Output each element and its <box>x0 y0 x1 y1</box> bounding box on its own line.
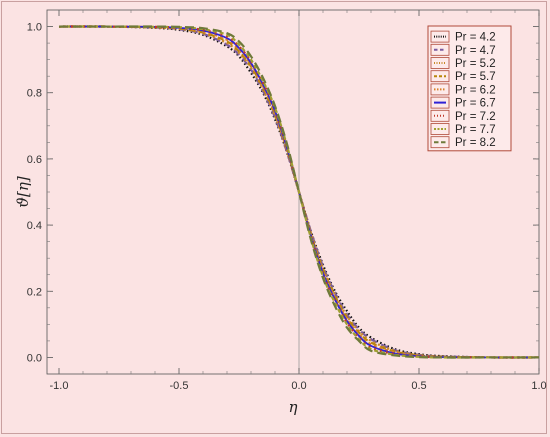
x-tick-label: 0.0 <box>291 380 306 392</box>
x-tick-label: -0.5 <box>170 380 189 392</box>
legend-label-5: Pr = 6.2 <box>455 84 496 96</box>
x-tick-label: 1.0 <box>531 380 546 392</box>
x-axis-title: η <box>289 398 298 416</box>
y-tick-label: 0.4 <box>27 220 42 232</box>
x-tick-label: 0.5 <box>411 380 426 392</box>
legend-label-1: Pr = 4.2 <box>455 32 496 44</box>
series-group <box>58 25 540 359</box>
legend-swatch-box <box>430 136 450 149</box>
legend-swatch-box <box>430 83 450 96</box>
series-line-8 <box>58 25 540 359</box>
y-tick-label: 0.0 <box>27 352 42 364</box>
y-tick-label: 0.8 <box>27 88 42 100</box>
series-line-4 <box>58 25 540 359</box>
legend-label-9: Pr = 8.2 <box>455 137 496 149</box>
legend-swatch-box <box>430 57 450 69</box>
legend-label-3: Pr = 5.2 <box>455 58 496 70</box>
y-tick-label: 0.6 <box>27 154 42 166</box>
legend-label-6: Pr = 6.7 <box>455 98 496 110</box>
legend-swatch-box <box>430 96 450 109</box>
legend-label-7: Pr = 7.2 <box>455 111 496 123</box>
x-tick-label: -1.0 <box>50 380 69 392</box>
legend-label-4: Pr = 5.7 <box>455 71 496 83</box>
y-axis-title: ϑ[η] <box>14 176 32 208</box>
legend-swatch-box <box>430 123 450 135</box>
y-tick-label: 1.0 <box>27 22 42 34</box>
legend-swatch-box <box>430 70 450 83</box>
legend-swatch-box <box>430 30 450 43</box>
legend-swatch-box <box>430 109 450 122</box>
legend-label-2: Pr = 4.7 <box>455 45 496 57</box>
legend-label-8: Pr = 7.7 <box>455 124 496 136</box>
y-tick-label: 0.2 <box>27 286 42 298</box>
legend-swatch-box <box>430 43 450 56</box>
